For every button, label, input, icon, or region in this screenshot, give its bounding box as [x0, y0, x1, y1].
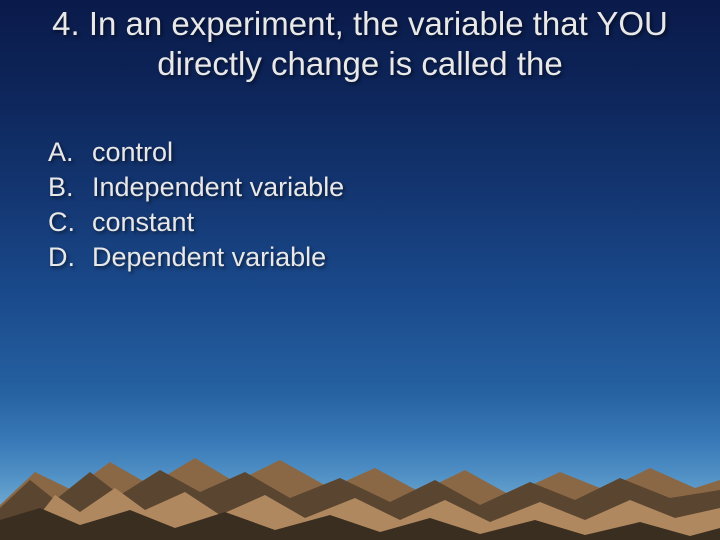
option-c: C. constant: [48, 205, 344, 240]
option-letter: B.: [48, 170, 92, 205]
option-a: A. control: [48, 135, 344, 170]
mountain-decoration: [0, 400, 720, 540]
option-text: Dependent variable: [92, 240, 326, 275]
option-text: control: [92, 135, 173, 170]
option-d: D. Dependent variable: [48, 240, 344, 275]
option-letter: A.: [48, 135, 92, 170]
option-text: constant: [92, 205, 194, 240]
option-letter: D.: [48, 240, 92, 275]
option-b: B. Independent variable: [48, 170, 344, 205]
slide: 4. In an experiment, the variable that Y…: [0, 0, 720, 540]
answer-options: A. control B. Independent variable C. co…: [48, 135, 344, 275]
option-letter: C.: [48, 205, 92, 240]
option-text: Independent variable: [92, 170, 344, 205]
question-title: 4. In an experiment, the variable that Y…: [30, 4, 690, 83]
